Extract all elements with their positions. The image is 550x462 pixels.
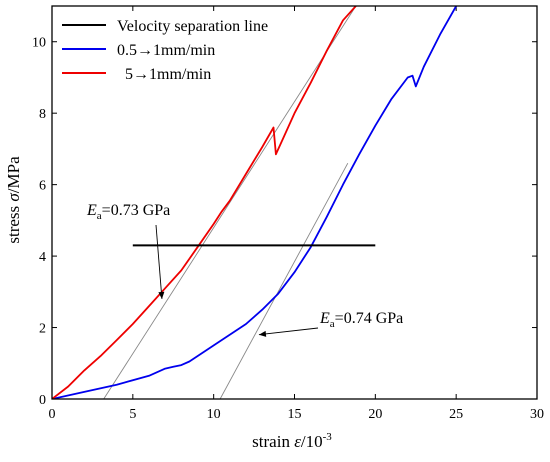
modulus-annotation: Ea=0.73 GPa <box>86 202 170 222</box>
y-tick-label: 6 <box>39 179 46 194</box>
y-tick-label: 8 <box>39 107 46 122</box>
series-red-line <box>52 6 357 399</box>
annotation-arrow <box>258 327 319 336</box>
x-tick-label: 5 <box>129 407 136 422</box>
y-tick-label: 4 <box>39 250 46 265</box>
annotation-arrow <box>155 224 163 299</box>
y-axis-label: stress σ/MPa <box>4 156 23 244</box>
x-tick-label: 15 <box>288 407 302 422</box>
x-axis-label: strain ε/10-3 <box>252 431 332 451</box>
tangent-line-1 <box>103 6 357 399</box>
annotation-layer: Ea=0.73 GPa Ea=0.74 GPa <box>86 202 403 337</box>
tangent-line-2 <box>219 162 349 399</box>
series-layer <box>52 6 457 399</box>
y-tick-label: 0 <box>39 393 46 408</box>
x-tick-label: 30 <box>530 407 544 422</box>
annotation-arrowhead <box>258 330 267 337</box>
tick-layer: 0 5 10 15 20 25 30 0 2 4 6 8 10 <box>32 6 544 422</box>
y-tick-label: 10 <box>32 36 46 51</box>
x-tick-label: 10 <box>207 407 221 422</box>
x-tick-label: 25 <box>449 407 463 422</box>
plot-frame <box>51 5 538 400</box>
legend: Velocity separation line 0.5→1mm/min 5→1m… <box>62 18 268 83</box>
series-blue-line <box>52 6 457 399</box>
legend-label: 5→1mm/min <box>117 66 211 83</box>
modulus-annotation: Ea=0.74 GPa <box>319 310 403 330</box>
x-tick-label: 20 <box>368 407 382 422</box>
legend-label: Velocity separation line <box>117 18 268 35</box>
x-tick-label: 0 <box>49 407 56 422</box>
annotation-arrowhead <box>158 291 165 299</box>
y-tick-label: 2 <box>39 322 46 337</box>
legend-label: 0.5→1mm/min <box>117 42 215 59</box>
